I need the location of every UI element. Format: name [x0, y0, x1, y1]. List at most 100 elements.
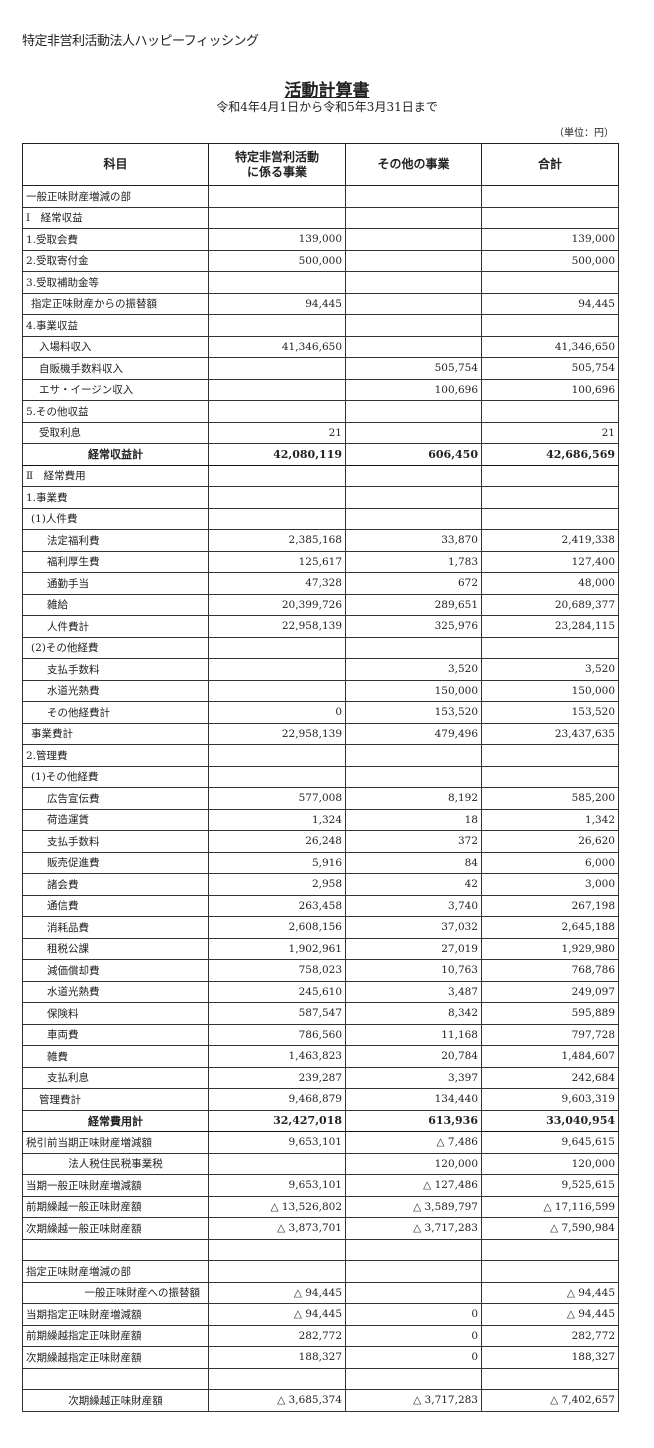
table-row: 当期指定正味財産増減額 △ 94,445 0 △ 94,445	[22, 1303, 619, 1326]
npo-business-amount	[208, 1152, 346, 1175]
npo-business-amount: 22,958,139	[208, 722, 346, 745]
npo-business-amount: 9,653,101	[208, 1174, 346, 1197]
other-business-amount: △ 3,717,283	[345, 1389, 482, 1412]
table-row: 通信費 263,458 3,740 267,198	[22, 894, 619, 917]
row-label: (2)その他経費	[22, 636, 209, 659]
npo-business-amount: 1,902,961	[208, 937, 346, 960]
table-row: Ⅰ 経常収益	[22, 206, 619, 229]
row-label: 消耗品費	[22, 916, 209, 939]
reporting-period: 令和4年4月1日から令和5年3月31日まで	[216, 100, 438, 114]
npo-business-amount: 188,327	[208, 1346, 346, 1369]
other-business-amount	[345, 1367, 482, 1390]
row-label: 事業費計	[22, 722, 209, 745]
other-business-amount: 3,740	[345, 894, 482, 917]
table-row: 法定福利費 2,385,168 33,870 2,419,338	[22, 529, 619, 552]
table-row: 指定正味財産からの振替額 94,445 94,445	[22, 292, 619, 315]
npo-business-amount	[208, 314, 346, 337]
table-row: エサ・イージン収入 100,696 100,696	[22, 378, 619, 401]
row-label: 保険料	[22, 1002, 209, 1025]
other-business-amount	[345, 185, 482, 208]
npo-business-amount: △ 94,445	[208, 1303, 346, 1326]
npo-business-amount: 9,653,101	[208, 1131, 346, 1154]
other-business-amount: 672	[345, 572, 482, 595]
table-row: 販売促進費 5,916 84 6,000	[22, 851, 619, 874]
header-npo-business: 特定非営利活動に係る事業	[208, 143, 346, 186]
npo-business-amount: 2,958	[208, 873, 346, 896]
row-label: Ⅱ 経常費用	[22, 464, 209, 487]
table-row: 広告宣伝費 577,008 8,192 585,200	[22, 787, 619, 810]
other-business-amount: 613,936	[345, 1109, 482, 1132]
total-amount: 595,889	[481, 1002, 619, 1025]
total-amount: 100,696	[481, 378, 619, 401]
npo-business-amount: 9,468,879	[208, 1088, 346, 1111]
row-label: 1.事業費	[22, 486, 209, 509]
npo-business-amount: 263,458	[208, 894, 346, 917]
table-row: 福利厚生費 125,617 1,783 127,400	[22, 550, 619, 573]
other-business-amount: △ 7,486	[345, 1131, 482, 1154]
row-label: 管理費計	[22, 1088, 209, 1111]
npo-business-amount: 758,023	[208, 959, 346, 982]
other-business-amount	[345, 464, 482, 487]
table-row: 一般正味財産への振替額 △ 94,445 △ 94,445	[22, 1281, 619, 1304]
header-total: 合計	[481, 143, 619, 186]
table-row: 法人税住民税事業税 120,000 120,000	[22, 1152, 619, 1175]
row-label: 法定福利費	[22, 529, 209, 552]
header-other-business: その他の事業	[345, 143, 482, 186]
table-row: 荷造運賃 1,324 18 1,342	[22, 808, 619, 831]
table-row	[22, 1367, 619, 1390]
other-business-amount: 0	[345, 1346, 482, 1369]
total-amount: 9,525,615	[481, 1174, 619, 1197]
table-row: 消耗品費 2,608,156 37,032 2,645,188	[22, 916, 619, 939]
total-amount: 33,040,954	[481, 1109, 619, 1132]
npo-business-amount: 139,000	[208, 228, 346, 251]
total-amount	[481, 206, 619, 229]
row-label: 次期繰越正味財産額	[22, 1389, 209, 1412]
total-amount: 23,284,115	[481, 615, 619, 638]
npo-business-amount: 47,328	[208, 572, 346, 595]
npo-business-amount: 587,547	[208, 1002, 346, 1025]
row-label: 自販機手数料収入	[22, 357, 209, 380]
npo-business-amount: 94,445	[208, 292, 346, 315]
row-label: 広告宣伝費	[22, 787, 209, 810]
row-label: 2.管理費	[22, 744, 209, 767]
row-label: 人件費計	[22, 615, 209, 638]
total-amount: 249,097	[481, 980, 619, 1003]
table-row: 水道光熱費 245,610 3,487 249,097	[22, 980, 619, 1003]
npo-business-amount	[208, 206, 346, 229]
table-row: 前期繰越指定正味財産額 282,772 0 282,772	[22, 1324, 619, 1347]
table-row: 指定正味財産増減の部	[22, 1260, 619, 1283]
table-row: 減価償却費 758,023 10,763 768,786	[22, 959, 619, 982]
npo-business-amount: 5,916	[208, 851, 346, 874]
other-business-amount: 134,440	[345, 1088, 482, 1111]
other-business-amount: 1,783	[345, 550, 482, 573]
total-amount: 153,520	[481, 701, 619, 724]
total-amount	[481, 744, 619, 767]
total-amount: 282,772	[481, 1324, 619, 1347]
other-business-amount: 84	[345, 851, 482, 874]
other-business-amount: 37,032	[345, 916, 482, 939]
row-label: 法人税住民税事業税	[22, 1152, 209, 1175]
total-amount: 48,000	[481, 572, 619, 595]
row-label: 販売促進費	[22, 851, 209, 874]
table-row: 税引前当期正味財産増減額 9,653,101 △ 7,486 9,645,615	[22, 1131, 619, 1154]
other-business-amount	[345, 421, 482, 444]
row-label: 支払手数料	[22, 658, 209, 681]
total-amount: △ 17,116,599	[481, 1195, 619, 1218]
npo-business-amount: 1,324	[208, 808, 346, 831]
table-row: 自販機手数料収入 505,754 505,754	[22, 357, 619, 380]
total-amount	[481, 271, 619, 294]
row-label: 受取利息	[22, 421, 209, 444]
total-amount	[481, 314, 619, 337]
row-label: 諸会費	[22, 873, 209, 896]
total-amount: 768,786	[481, 959, 619, 982]
total-amount: 2,419,338	[481, 529, 619, 552]
other-business-amount	[345, 636, 482, 659]
row-label: 福利厚生費	[22, 550, 209, 573]
total-amount: 242,684	[481, 1066, 619, 1089]
other-business-amount: 0	[345, 1324, 482, 1347]
header-account: 科目	[22, 143, 209, 186]
other-business-amount: 100,696	[345, 378, 482, 401]
other-business-amount: 153,520	[345, 701, 482, 724]
table-row	[22, 1238, 619, 1261]
row-label: 2.受取寄付金	[22, 249, 209, 272]
